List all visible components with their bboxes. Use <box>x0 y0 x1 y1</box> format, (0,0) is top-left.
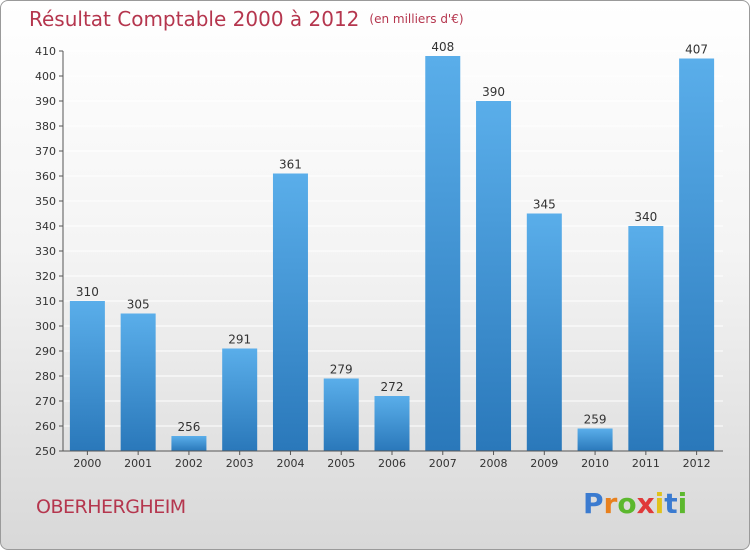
bar <box>120 313 156 451</box>
y-tick-label: 250 <box>35 445 56 458</box>
bar <box>679 58 715 451</box>
y-tick-label: 360 <box>35 170 56 183</box>
proxiti-logo: Proxiti <box>583 487 687 520</box>
title-unit: (en milliers d'€) <box>369 12 464 26</box>
logo-letter: i <box>654 487 665 520</box>
x-tick-label: 2012 <box>683 457 711 470</box>
x-tick-label: 2011 <box>632 457 660 470</box>
data-label: 305 <box>127 298 150 312</box>
data-label: 407 <box>685 43 708 57</box>
y-tick-label: 300 <box>35 320 56 333</box>
y-tick-label: 310 <box>35 295 56 308</box>
bar <box>222 348 258 451</box>
title-text: Résultat Comptable 2000 à 2012 <box>29 7 360 31</box>
y-tick-label: 380 <box>35 120 56 133</box>
bar <box>425 56 461 451</box>
bar <box>476 101 512 451</box>
y-tick-label: 410 <box>35 45 56 58</box>
data-label: 256 <box>177 420 200 434</box>
y-tick-label: 390 <box>35 95 56 108</box>
data-label: 291 <box>228 333 251 347</box>
bar <box>323 378 359 451</box>
x-tick-label: 2001 <box>124 457 152 470</box>
x-tick-label: 2002 <box>175 457 203 470</box>
x-tick-label: 2004 <box>276 457 304 470</box>
y-tick-label: 290 <box>35 345 56 358</box>
x-tick-label: 2003 <box>226 457 254 470</box>
commune-name: OBERHERGHEIM <box>36 496 186 518</box>
chart-title: Résultat Comptable 2000 à 2012 (en millie… <box>29 7 464 31</box>
y-tick-label: 330 <box>35 245 56 258</box>
x-tick-label: 2010 <box>581 457 609 470</box>
data-label: 259 <box>584 413 607 427</box>
y-tick-label: 350 <box>35 195 56 208</box>
data-label: 310 <box>76 285 99 299</box>
logo-letter: x <box>636 487 655 520</box>
bar <box>577 428 613 451</box>
bar <box>526 213 562 451</box>
logo-letter: t <box>664 487 678 520</box>
logo-letter: r <box>603 487 618 520</box>
y-tick-label: 340 <box>35 220 56 233</box>
logo-letter: P <box>583 487 604 520</box>
x-tick-label: 2009 <box>530 457 558 470</box>
logo-letter: i <box>677 487 688 520</box>
y-tick-label: 260 <box>35 420 56 433</box>
bar <box>69 301 105 451</box>
data-label: 279 <box>330 363 353 377</box>
x-tick-label: 2008 <box>480 457 508 470</box>
data-label: 345 <box>533 198 556 212</box>
y-tick-label: 370 <box>35 145 56 158</box>
x-tick-label: 2007 <box>429 457 457 470</box>
y-tick-label: 400 <box>35 70 56 83</box>
y-tick-label: 280 <box>35 370 56 383</box>
axes: 250 260 270 280 290 300 310 320 330 340 350 360 370 3… <box>35 45 723 470</box>
data-label: 361 <box>279 158 302 172</box>
data-label: 272 <box>381 380 404 394</box>
x-tick-label: 2000 <box>73 457 101 470</box>
x-tick-label: 2005 <box>327 457 355 470</box>
data-label: 408 <box>431 40 454 54</box>
bar <box>374 396 410 451</box>
bars: 310 305 256 291 361 279 272 408 390 345 259 340 407 <box>69 40 715 451</box>
y-tick-label: 270 <box>35 395 56 408</box>
bar <box>628 226 664 451</box>
x-tick-label: 2006 <box>378 457 406 470</box>
bar <box>171 436 207 451</box>
data-label: 340 <box>634 210 657 224</box>
y-tick-label: 320 <box>35 270 56 283</box>
data-label: 390 <box>482 85 505 99</box>
logo-letter: o <box>617 487 637 520</box>
bar <box>272 173 308 451</box>
